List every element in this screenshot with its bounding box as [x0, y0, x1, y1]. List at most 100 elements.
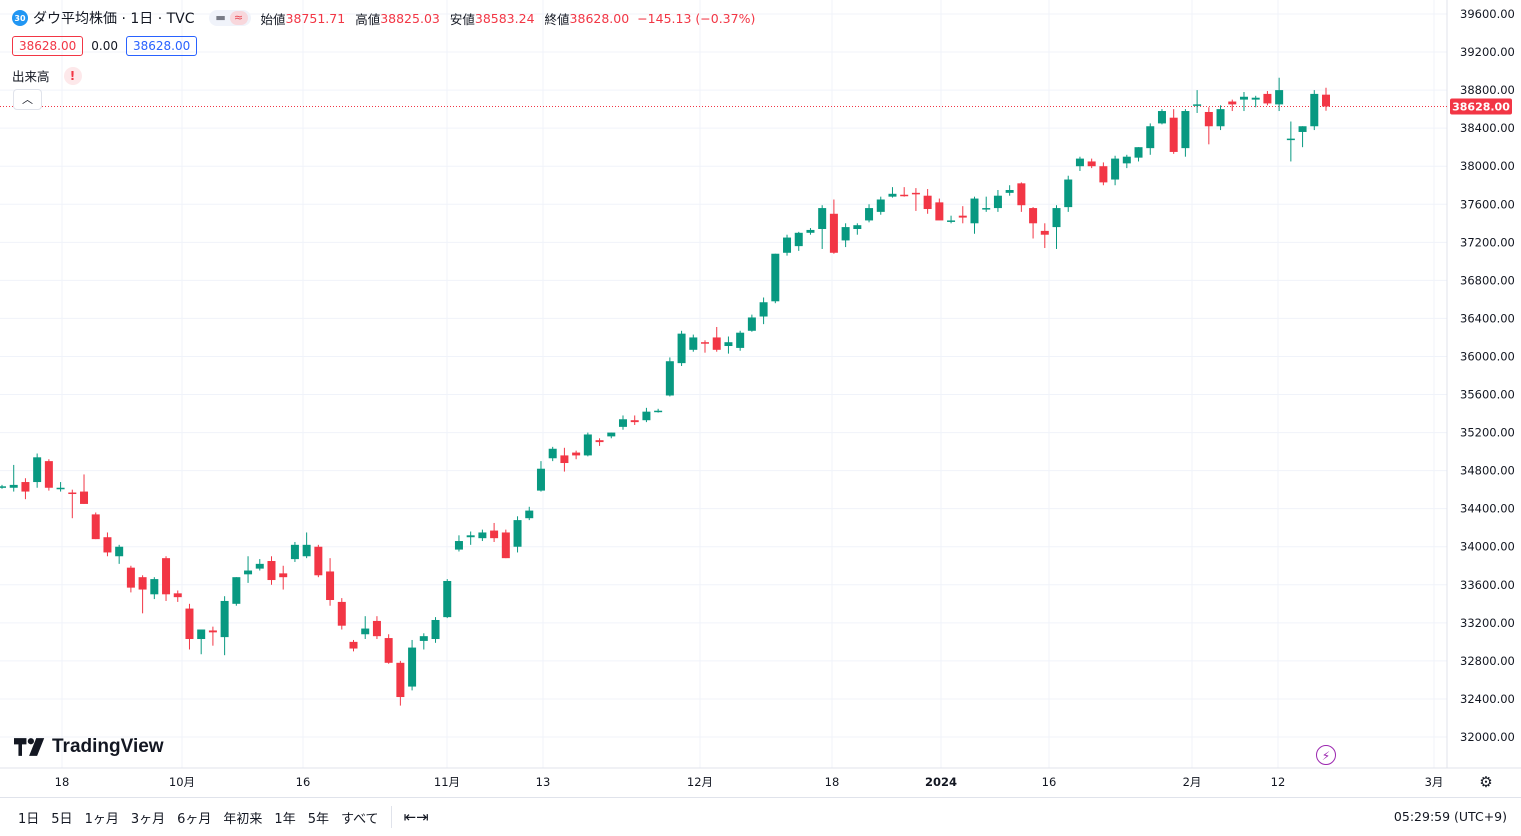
high-value: 38825.03 — [380, 10, 440, 26]
candle-body — [337, 601, 346, 626]
candle-body — [162, 558, 171, 595]
candle-body — [1157, 111, 1166, 124]
candle-body — [1087, 161, 1096, 167]
candle-body — [0, 486, 6, 488]
candle-body — [431, 619, 440, 640]
current-price-tag — [1450, 98, 1512, 115]
candle-body — [9, 484, 18, 488]
candle-body — [583, 434, 592, 456]
candle-body — [1286, 138, 1295, 141]
candle-body — [1298, 126, 1307, 132]
candle-body — [876, 199, 885, 212]
candle-body — [419, 636, 428, 641]
logo-text: TradingView — [52, 736, 164, 757]
symbol-title[interactable]: ダウ平均株価 · 1日 · TVC — [33, 11, 195, 27]
candle-body — [771, 253, 780, 302]
time-axis-label: 16 — [296, 775, 311, 789]
gear-icon[interactable]: ⚙ — [1479, 773, 1493, 791]
minus-icon[interactable]: ▬ — [215, 11, 226, 24]
price-axis-label: 37600.00 — [1460, 197, 1515, 211]
time-axis-label: 3月 — [1425, 775, 1444, 789]
price-axis-label: 34000.00 — [1460, 540, 1515, 554]
tradingview-logo[interactable]: TradingView — [14, 736, 164, 758]
chart-canvas[interactable]: 39600.00 39200.00 38800.00 38400.00 38000.00… — [0, 0, 1521, 797]
range-ytd-button[interactable]: 年初来 — [223, 811, 263, 827]
candle-body — [1181, 111, 1190, 149]
range-5y-button[interactable]: 5年 — [307, 811, 329, 827]
price-axis-label: 36800.00 — [1460, 273, 1515, 287]
candle-body — [232, 577, 241, 604]
lightning-icon[interactable]: ⚡ — [1316, 745, 1336, 765]
candle-body — [1228, 101, 1237, 105]
price-axis-label: 38800.00 — [1460, 83, 1515, 97]
candle-body — [1005, 189, 1014, 193]
quote-row: 38628.00 0.00 38628.00 — [12, 36, 198, 56]
volume-indicator[interactable]: 出来高 ! — [12, 66, 82, 85]
candle-body — [185, 608, 194, 640]
candle-body — [361, 628, 370, 635]
range-1m-button[interactable]: 1ヶ月 — [84, 811, 119, 827]
warning-icon[interactable]: ! — [63, 66, 82, 85]
chart-type-toggle[interactable]: ▬ ≈ — [208, 10, 251, 26]
candle-body — [911, 192, 920, 195]
time-axis-label: 13 — [536, 775, 551, 789]
time-axis-label: 18 — [825, 775, 840, 789]
collapse-legend-button[interactable]: ︿ — [13, 89, 42, 110]
candle-body — [1017, 183, 1026, 206]
candle-body — [747, 317, 756, 331]
legend-bar: 30 ダウ平均株価 · 1日 · TVC ▬ ≈ 始値 38751.71 高値 38… — [12, 8, 755, 28]
date-range-icon[interactable]: ⇤⇥ — [403, 808, 429, 826]
wave-icon[interactable]: ≈ — [229, 11, 248, 25]
price-axis-label: 38000.00 — [1460, 159, 1515, 173]
candle-body — [677, 333, 686, 364]
range-5d-button[interactable]: 5日 — [51, 811, 73, 827]
range-all-button[interactable]: すべて — [340, 811, 379, 827]
candle-body — [900, 194, 909, 197]
current-price-label: 38628.00 — [1452, 100, 1510, 113]
candle-body — [326, 571, 335, 601]
candle-body — [91, 514, 100, 540]
symbol-badge: 30 — [12, 10, 28, 26]
candle-body — [302, 544, 311, 557]
candle-body — [1251, 97, 1260, 100]
candle-body — [372, 620, 381, 637]
time-axis-label: 2024 — [925, 775, 957, 789]
range-6m-button[interactable]: 6ヶ月 — [177, 811, 212, 827]
time-axis-label: 16 — [1042, 775, 1057, 789]
buy-price-button[interactable]: 38628.00 — [125, 36, 198, 56]
candle-body — [806, 229, 815, 233]
time-axis-label: 11月 — [434, 775, 460, 789]
time-axis-label: 12 — [1271, 775, 1286, 789]
candle-body — [701, 342, 710, 344]
high-label: 高値 — [355, 11, 381, 27]
candle-body — [525, 510, 534, 519]
candle-body — [536, 468, 545, 491]
candle-body — [865, 208, 874, 221]
range-1y-button[interactable]: 1年 — [274, 811, 296, 827]
candle-body — [466, 535, 475, 538]
candle-body — [208, 630, 217, 633]
price-axis-label: 33600.00 — [1460, 578, 1515, 592]
spread-value: 0.00 — [91, 39, 118, 53]
candle-body — [21, 482, 30, 492]
candle-body — [1075, 158, 1084, 167]
low-value: 38583.24 — [474, 10, 535, 26]
low-label: 安値 — [449, 11, 475, 27]
candle-body — [1064, 179, 1073, 208]
candle-body — [244, 570, 253, 575]
clock[interactable]: 05:29:59 (UTC+9) — [1393, 809, 1507, 824]
sell-price-button[interactable]: 38628.00 — [12, 36, 84, 56]
price-axis-label: 38400.00 — [1460, 121, 1515, 135]
range-3m-button[interactable]: 3ヶ月 — [130, 811, 166, 827]
candle-body — [490, 530, 499, 539]
candle-body — [279, 573, 288, 578]
range-1d-button[interactable]: 1日 — [18, 811, 40, 827]
candle-body — [443, 580, 452, 618]
candle-body — [513, 520, 522, 547]
close-label: 終値 — [544, 11, 570, 27]
price-axis-label: 39200.00 — [1460, 45, 1515, 59]
price-axis-label: 37200.00 — [1460, 235, 1515, 249]
tradingview-logo-icon — [14, 738, 45, 756]
candle-body — [44, 461, 53, 488]
candle-body — [654, 410, 663, 413]
